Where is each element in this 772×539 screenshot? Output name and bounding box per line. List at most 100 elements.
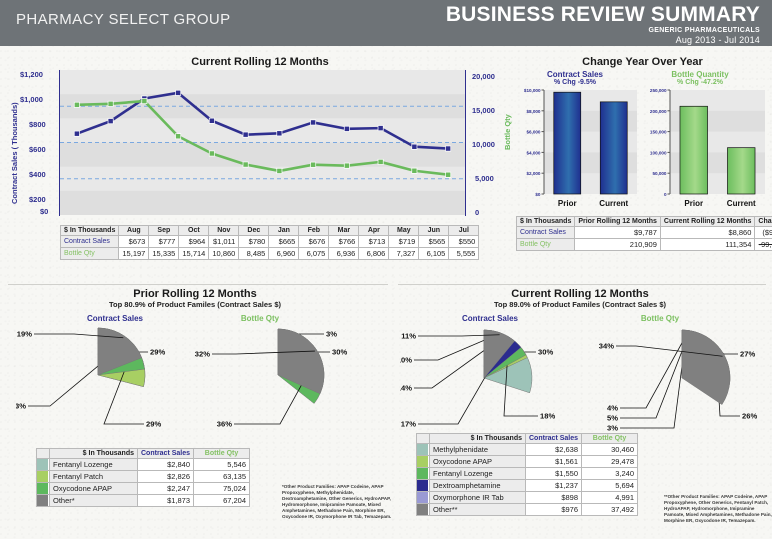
yoy-left-pct: % Chg -9.5% (553, 79, 596, 86)
current-panel-title: Current Rolling 12 Months (511, 288, 649, 300)
bottle-qty-cell: 29,478 (581, 455, 639, 468)
swatch-header (416, 433, 430, 444)
column-header: Jan (268, 225, 300, 236)
product-name-cell: Oxycodone APAP (429, 455, 526, 468)
svg-text:Current: Current (599, 199, 628, 208)
line-chart-plot (60, 70, 465, 215)
row-header: Bottle Qty (59, 247, 120, 260)
legend-color-swatch (417, 456, 428, 467)
svg-text:32%: 32% (195, 350, 210, 359)
ytick: $800 (29, 120, 46, 129)
bottle-qty-cell: 75,024 (193, 482, 251, 495)
current-footnote: **Other Product Families: APAP Codeine, … (664, 494, 772, 523)
legend-color-swatch (37, 483, 48, 494)
svg-text:4%: 4% (607, 404, 618, 413)
table-cell: $673 (118, 235, 150, 248)
color-swatch-cell (36, 482, 50, 495)
table-corner-label: $ In Thousands (515, 216, 576, 227)
column-header: May (388, 225, 420, 236)
table-cell: $766 (328, 235, 360, 248)
bottle-qty-cell: 63,135 (193, 470, 251, 483)
line-chart-title: Current Rolling 12 Months (191, 56, 329, 68)
ytick: $400 (29, 170, 46, 179)
yoy-title: Change Year Over Year (582, 56, 703, 68)
contract-sales-cell: $2,826 (136, 470, 195, 483)
color-swatch-cell (36, 494, 50, 507)
table-cell: 6,075 (298, 247, 330, 260)
prior-legend-table: $ In Thousands Contract Sales Bottle Qty Fe… (36, 448, 251, 507)
yoy-contract-sales-bar-chart: Prior Current $10,000 $8,000 $6,000 $4,000 $2,… (524, 88, 637, 208)
company-name: PHARMACY SELECT GROUP (16, 11, 231, 28)
row-header: Contract Sales (59, 235, 120, 248)
contract-sales-cell: $1,237 (524, 479, 583, 492)
table-cell: 6,105 (418, 247, 450, 260)
contract-sales-cell: $1,561 (524, 455, 583, 468)
yoy-left-label: Contract Sales (546, 70, 604, 79)
monthly-table: $ In Thousands Aug Sep Oct Nov Dec Jan Feb Mar Ap… (59, 225, 480, 260)
report-subtitle: GENERIC PHARMACEUTICALS (648, 27, 760, 34)
color-swatch-cell (416, 443, 430, 456)
bottle-qty-cell: 3,240 (581, 467, 639, 480)
product-name-cell: Fentanyl Lozenge (429, 467, 526, 480)
bottle-qty-cell: 30,460 (581, 443, 639, 456)
column-header: Apr (358, 225, 390, 236)
table-cell: 111,354 (659, 238, 756, 251)
column-header: Nov (208, 225, 240, 236)
table-cell: 8,485 (238, 247, 270, 260)
table-cell: $8,860 (659, 226, 756, 239)
table-cell: 6,960 (268, 247, 300, 260)
svg-text:Prior: Prior (558, 199, 577, 208)
table-cell: $565 (418, 235, 450, 248)
color-swatch-cell (36, 470, 50, 483)
table-row: Bottle Qty 15,197 15,335 15,714 10,860 8,485 6… (59, 247, 480, 260)
product-name-cell: Methylphenidate (429, 443, 526, 456)
svg-text:5%: 5% (607, 414, 618, 423)
table-corner-label: $ In Thousands (429, 433, 526, 444)
table-row: Oxycodone APAP $1,561 29,478 (416, 455, 639, 468)
svg-text:19%: 19% (17, 330, 32, 339)
legend-color-swatch (417, 468, 428, 479)
svg-text:23%: 23% (16, 402, 26, 411)
legend-color-swatch (37, 495, 48, 506)
svg-text:10%: 10% (400, 356, 412, 365)
product-name-cell: Oxycodone APAP (49, 482, 138, 495)
svg-text:50,000: 50,000 (652, 171, 666, 176)
table-corner-label: $ In Thousands (49, 448, 138, 459)
table-row: Other** $976 37,492 (416, 503, 639, 516)
svg-text:18%: 18% (540, 412, 555, 421)
bottle-qty-cell: 67,204 (193, 494, 251, 507)
column-header: Bottle Qty (581, 433, 639, 444)
column-header: Feb (298, 225, 330, 236)
svg-text:30%: 30% (332, 348, 347, 357)
table-cell-change: ($927) (754, 226, 772, 239)
svg-text:17%: 17% (401, 420, 416, 429)
table-cell: $9,787 (574, 226, 661, 239)
row-header: Contract Sales (515, 226, 576, 239)
divider (398, 284, 766, 285)
table-cell: 6,936 (328, 247, 360, 260)
column-header: Sep (148, 225, 180, 236)
svg-text:Current: Current (727, 199, 756, 208)
legend-color-swatch (417, 480, 428, 491)
table-row: Fentanyl Lozenge $1,550 3,240 (416, 467, 639, 480)
svg-text:100,000: 100,000 (650, 150, 667, 155)
column-header: Current Rolling 12 Months (659, 216, 756, 227)
bottle-qty-cell: 4,991 (581, 491, 639, 504)
table-cell: $550 (448, 235, 480, 248)
table-cell-change: -99,555 (754, 238, 772, 251)
table-cell: $665 (268, 235, 300, 248)
table-cell: $713 (358, 235, 390, 248)
table-cell: $676 (298, 235, 330, 248)
table-row: Fentanyl Lozenge $2,840 5,546 (36, 458, 251, 471)
svg-text:3%: 3% (607, 424, 618, 433)
svg-text:$4,000: $4,000 (526, 150, 540, 155)
table-row: Dextroamphetamine $1,237 5,694 (416, 479, 639, 492)
product-name-cell: Dextroamphetamine (429, 479, 526, 492)
table-row: Other* $1,873 67,204 (36, 494, 251, 507)
divider (8, 284, 388, 285)
svg-text:14%: 14% (400, 384, 412, 393)
table-cell: 6,806 (358, 247, 390, 260)
column-header: Jul (448, 225, 480, 236)
product-name-cell: Other** (429, 503, 526, 516)
